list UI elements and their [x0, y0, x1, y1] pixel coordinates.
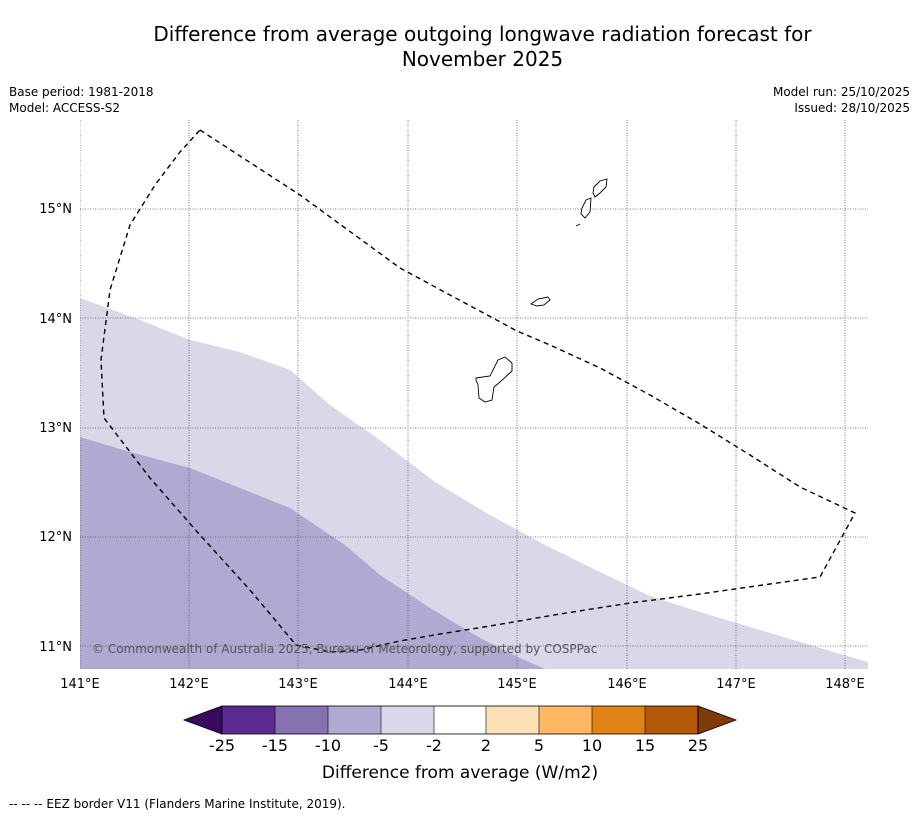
lon-label-143: 143°E: [278, 677, 318, 692]
map-plot-area: [80, 120, 868, 669]
colorbar: -25 -15 -10 -5 -2 2 5 10 15 25 Differenc…: [182, 705, 738, 783]
colorbar-segment: [222, 706, 275, 734]
colorbar-ticks: -25 -15 -10 -5 -2 2 5 10 15 25: [209, 736, 708, 755]
colorbar-tick: 25: [688, 736, 708, 755]
island-rota: [530, 296, 551, 307]
model-run: Model run: 25/10/2025: [772, 85, 910, 99]
anomaly-region-medium: [80, 437, 545, 669]
issued-date: Issued: 28/10/2025: [794, 101, 910, 115]
island-saipan: [592, 178, 608, 198]
title-line-1: Difference from average outgoing longwav…: [153, 22, 812, 46]
colorbar-segment: [539, 706, 592, 734]
eez-footnote: -- -- -- EEZ border V11 (Flanders Marine…: [9, 797, 346, 811]
colorbar-tick: 10: [582, 736, 602, 755]
colorbar-segment: [328, 706, 381, 734]
colorbar-tick: 2: [481, 736, 491, 755]
colorbar-tick: -2: [426, 736, 442, 755]
colorbar-tick: 15: [635, 736, 655, 755]
model-name: Model: ACCESS-S2: [9, 101, 121, 115]
colorbar-tick: -10: [315, 736, 341, 755]
colorbar-segment: [645, 706, 698, 734]
colorbar-segment: [486, 706, 539, 734]
lat-label-13: 13°N: [39, 421, 72, 436]
meta-right: Model run: 25/10/2025 Issued: 28/10/2025: [773, 84, 910, 116]
island-guam: [475, 356, 513, 403]
colorbar-extend-right: [697, 705, 738, 735]
island-aguijan: [575, 223, 581, 227]
title-line-2: November 2025: [401, 47, 564, 71]
lon-label-146: 146°E: [607, 677, 647, 692]
lat-axis: 15°N 14°N 13°N 12°N 11°N: [39, 202, 72, 655]
colorbar-tick: -25: [209, 736, 235, 755]
lon-label-147: 147°E: [716, 677, 756, 692]
meta-left: Base period: 1981-2018 Model: ACCESS-S2: [9, 84, 154, 116]
lat-label-15: 15°N: [39, 202, 72, 217]
chart-title: Difference from average outgoing longwav…: [90, 22, 875, 72]
colorbar-extend-left: [182, 705, 223, 735]
colorbar-tick: 5: [534, 736, 544, 755]
colorbar-dividers: [274, 706, 646, 734]
colorbar-segment: [592, 706, 645, 734]
colorbar-segment: [275, 706, 328, 734]
lon-axis: 141°E 142°E 143°E 144°E 145°E 146°E 147°…: [60, 677, 865, 692]
lon-label-145: 145°E: [497, 677, 537, 692]
colorbar-tick: -15: [262, 736, 288, 755]
colorbar-tick: -5: [373, 736, 389, 755]
colorbar-label: Difference from average (W/m2): [322, 763, 598, 783]
lon-label-141: 141°E: [60, 677, 100, 692]
colorbar-frame: [221, 705, 699, 735]
colorbar-segment: [381, 706, 434, 734]
gridlines: [80, 120, 868, 669]
lon-label-144: 144°E: [388, 677, 428, 692]
lon-label-148: 148°E: [825, 677, 865, 692]
lat-label-14: 14°N: [39, 312, 72, 327]
lon-label-142: 142°E: [169, 677, 209, 692]
copyright-notice: © Commonwealth of Australia 2025, Bureau…: [92, 642, 597, 656]
lat-label-11: 11°N: [39, 640, 72, 655]
colorbar-segment: [434, 706, 486, 734]
base-period: Base period: 1981-2018: [9, 85, 154, 99]
island-tinian: [580, 197, 592, 219]
lat-label-12: 12°N: [39, 530, 72, 545]
islands: [475, 178, 608, 403]
